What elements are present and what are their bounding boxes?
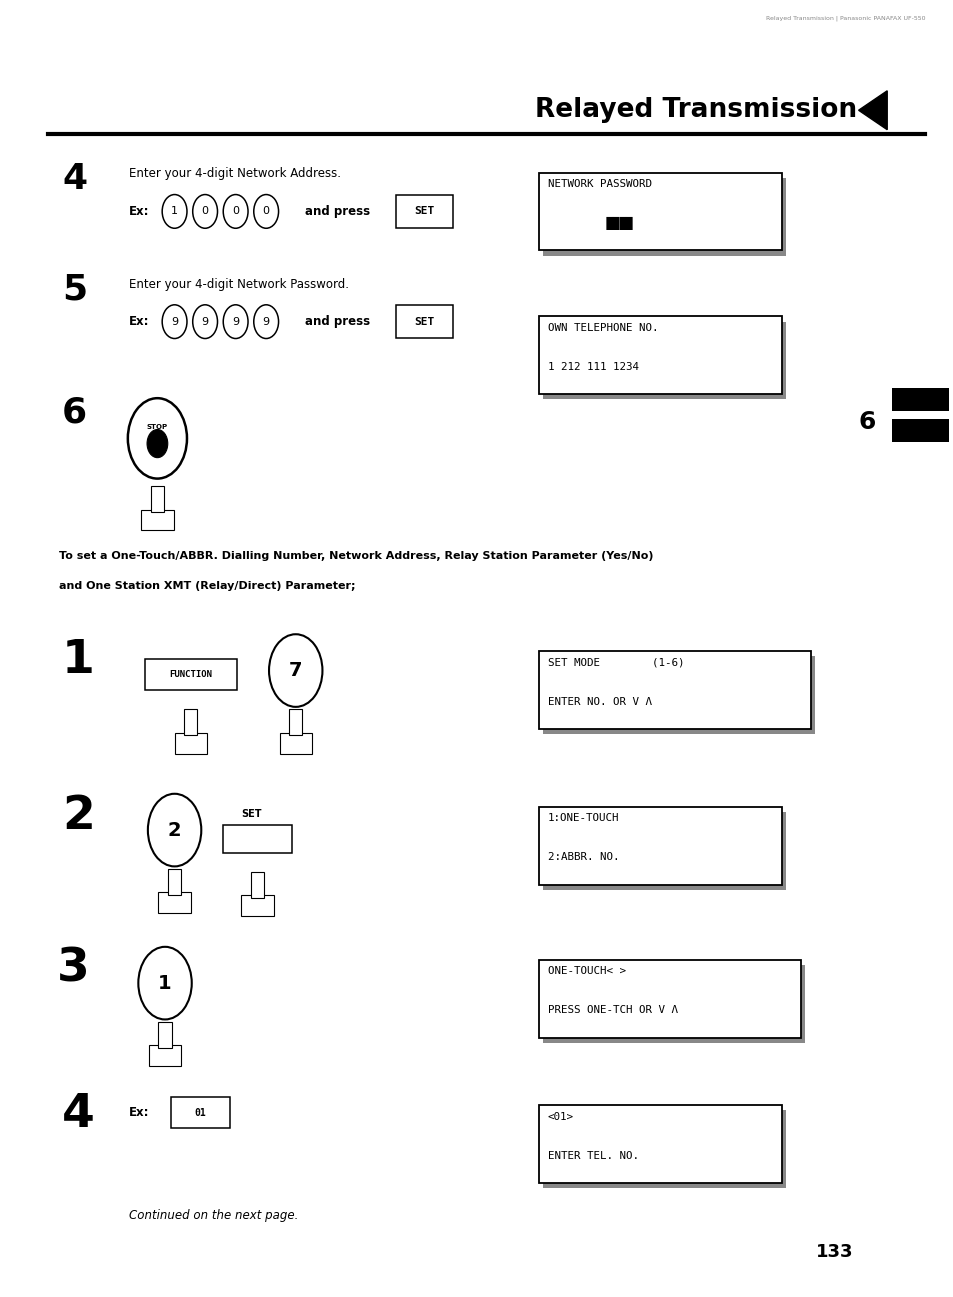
Text: Continued on the next page.: Continued on the next page.: [129, 1209, 298, 1222]
FancyBboxPatch shape: [542, 178, 785, 256]
Text: Ex:: Ex:: [129, 205, 149, 218]
FancyBboxPatch shape: [141, 510, 173, 530]
Text: ONE-TOUCH< >: ONE-TOUCH< >: [547, 966, 625, 977]
Text: SET: SET: [241, 809, 261, 820]
FancyBboxPatch shape: [542, 656, 814, 734]
Text: 6: 6: [62, 396, 87, 429]
Text: SET: SET: [414, 316, 435, 327]
Text: ████: ████: [547, 217, 632, 230]
Text: Relayed Transmission | Panasonic PANAFAX UF-550: Relayed Transmission | Panasonic PANAFAX…: [765, 16, 924, 21]
Text: 5: 5: [62, 272, 87, 306]
Circle shape: [193, 305, 217, 339]
FancyBboxPatch shape: [174, 733, 207, 754]
FancyBboxPatch shape: [542, 812, 785, 890]
Text: 6: 6: [858, 410, 875, 433]
Circle shape: [223, 195, 248, 228]
Text: ENTER TEL. NO.: ENTER TEL. NO.: [547, 1150, 638, 1161]
Text: ENTER NO. OR V Λ: ENTER NO. OR V Λ: [547, 696, 651, 707]
Text: 2: 2: [62, 794, 94, 839]
FancyBboxPatch shape: [538, 173, 781, 250]
Text: 1 212 111 1234: 1 212 111 1234: [547, 362, 638, 372]
Circle shape: [223, 305, 248, 339]
Text: 9: 9: [201, 316, 209, 327]
FancyBboxPatch shape: [542, 322, 785, 399]
FancyBboxPatch shape: [542, 1110, 785, 1188]
Text: 01: 01: [194, 1108, 206, 1118]
Circle shape: [162, 195, 187, 228]
Text: 133: 133: [815, 1243, 853, 1261]
Text: Enter your 4-digit Network Address.: Enter your 4-digit Network Address.: [129, 167, 340, 180]
FancyBboxPatch shape: [145, 659, 236, 690]
Text: SET MODE        (1-6): SET MODE (1-6): [547, 658, 683, 668]
Circle shape: [148, 794, 201, 866]
Text: To set a One-Touch/ABBR. Dialling Number, Network Address, Relay Station Paramet: To set a One-Touch/ABBR. Dialling Number…: [59, 551, 653, 562]
Circle shape: [253, 195, 278, 228]
Text: 0: 0: [262, 206, 270, 217]
FancyBboxPatch shape: [171, 1097, 230, 1128]
Text: 3: 3: [57, 947, 90, 992]
Circle shape: [128, 398, 187, 479]
Text: 9: 9: [262, 316, 270, 327]
Text: OWN TELEPHONE NO.: OWN TELEPHONE NO.: [547, 323, 658, 333]
FancyBboxPatch shape: [158, 1022, 172, 1048]
FancyBboxPatch shape: [395, 305, 453, 337]
FancyBboxPatch shape: [149, 1045, 181, 1066]
Circle shape: [269, 634, 322, 707]
FancyBboxPatch shape: [241, 895, 274, 916]
FancyBboxPatch shape: [538, 316, 781, 394]
Bar: [891, 388, 948, 411]
FancyBboxPatch shape: [279, 733, 312, 754]
Text: and press: and press: [305, 315, 370, 328]
FancyBboxPatch shape: [538, 651, 810, 729]
Text: 4: 4: [62, 162, 87, 196]
FancyBboxPatch shape: [538, 960, 801, 1038]
Text: SET: SET: [414, 206, 435, 217]
Circle shape: [253, 305, 278, 339]
Text: FUNCTION: FUNCTION: [169, 671, 213, 678]
Text: Ex:: Ex:: [129, 315, 149, 328]
Text: 9: 9: [171, 316, 178, 327]
Text: <01>: <01>: [547, 1112, 573, 1122]
Text: and press: and press: [305, 205, 370, 218]
Circle shape: [138, 947, 192, 1019]
Text: 7: 7: [289, 661, 302, 680]
Text: Relayed Transmission: Relayed Transmission: [534, 97, 856, 123]
Text: Enter your 4-digit Network Password.: Enter your 4-digit Network Password.: [129, 278, 349, 291]
Text: 2: 2: [168, 821, 181, 839]
Text: 1: 1: [62, 638, 94, 684]
Circle shape: [193, 195, 217, 228]
Text: NETWORK PASSWORD: NETWORK PASSWORD: [547, 179, 651, 189]
Bar: [891, 419, 948, 442]
Text: 4: 4: [62, 1092, 94, 1137]
FancyBboxPatch shape: [151, 486, 164, 512]
FancyBboxPatch shape: [184, 709, 197, 735]
FancyBboxPatch shape: [538, 807, 781, 885]
Circle shape: [162, 305, 187, 339]
FancyBboxPatch shape: [223, 825, 292, 853]
FancyBboxPatch shape: [158, 892, 191, 913]
Text: 1: 1: [171, 206, 178, 217]
Text: 9: 9: [232, 316, 239, 327]
Text: PRESS ONE-TCH OR V Λ: PRESS ONE-TCH OR V Λ: [547, 1005, 677, 1016]
FancyBboxPatch shape: [289, 709, 302, 735]
FancyBboxPatch shape: [542, 965, 804, 1043]
Text: 2:ABBR. NO.: 2:ABBR. NO.: [547, 852, 618, 863]
Text: 0: 0: [201, 206, 209, 217]
Text: 0: 0: [232, 206, 239, 217]
FancyBboxPatch shape: [538, 1105, 781, 1183]
Text: and One Station XMT (Relay/Direct) Parameter;: and One Station XMT (Relay/Direct) Param…: [59, 581, 355, 591]
Text: Ex:: Ex:: [129, 1106, 149, 1119]
FancyBboxPatch shape: [251, 872, 264, 898]
Text: 1: 1: [158, 974, 172, 992]
Text: STOP: STOP: [147, 424, 168, 429]
Polygon shape: [858, 91, 886, 130]
FancyBboxPatch shape: [395, 195, 453, 228]
FancyBboxPatch shape: [168, 869, 181, 895]
Circle shape: [147, 429, 168, 458]
Text: 1:ONE-TOUCH: 1:ONE-TOUCH: [547, 813, 618, 824]
